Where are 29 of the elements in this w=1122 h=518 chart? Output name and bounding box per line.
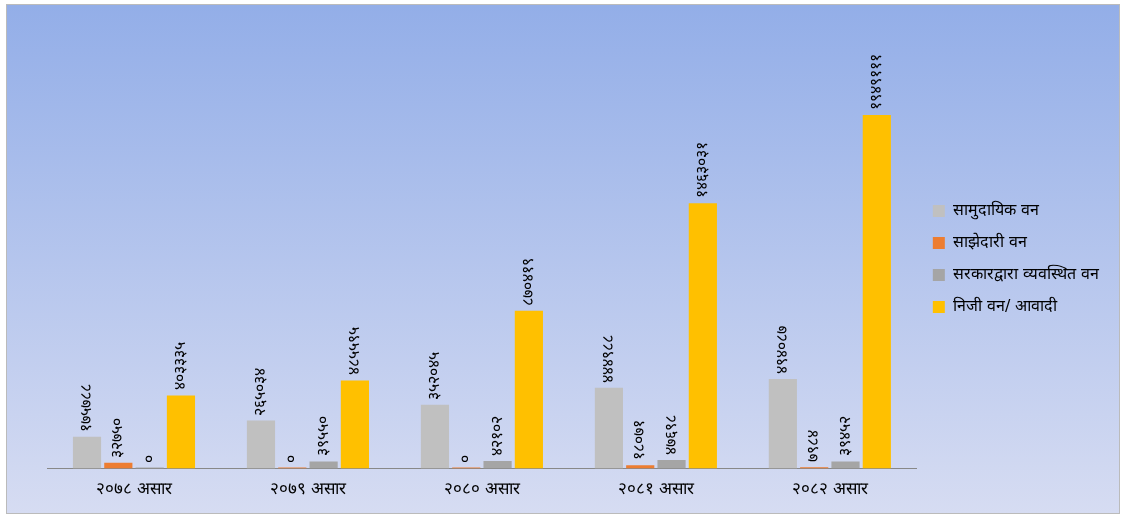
data-label: ३९५५० — [312, 416, 332, 457]
data-label: ३२७५० — [107, 417, 127, 458]
data-label: ४७६९८ — [660, 414, 680, 455]
x-tick-label: २०८० असार — [443, 478, 522, 499]
data-label: १४६३०३१ — [692, 142, 712, 199]
data-label: १७५७८८ — [76, 383, 96, 432]
x-tick-label: २०७८ असार — [95, 478, 174, 499]
data-label: ४४४९८८ — [598, 334, 618, 383]
data-label: ४२१०२ — [486, 415, 506, 456]
data-label: २६५०३४ — [250, 367, 270, 416]
data-label: ४८५५९५ — [344, 327, 364, 376]
data-label: ० — [281, 454, 301, 463]
data-label: ० — [455, 454, 475, 463]
data-label: ८७०४१९ — [518, 257, 538, 306]
data-label: ७९८४ — [803, 430, 823, 463]
data-label: ४०३३३५ — [170, 342, 190, 391]
data-label: ४९४०८७ — [772, 325, 792, 374]
data-label: १८०७१ — [629, 420, 649, 461]
data-label: १९४९१११ — [865, 53, 885, 110]
data-label: ३९४५२ — [834, 416, 854, 457]
data-label: ३५२०४५ — [424, 351, 444, 400]
legend-label: सामुदायिक वन — [952, 200, 1040, 221]
x-tick-label: २०८१ असार — [617, 478, 696, 499]
x-tick-label: २०८२ असार — [791, 478, 870, 499]
legend-label: साझेदारी वन — [952, 232, 1028, 252]
legend-label: सरकारद्वारा व्यवस्थित वन — [952, 264, 1100, 284]
x-tick-label: २०७९ असार — [269, 478, 348, 499]
legend-label: निजी वन/ आवादी — [952, 296, 1059, 316]
data-label: ० — [138, 454, 158, 463]
